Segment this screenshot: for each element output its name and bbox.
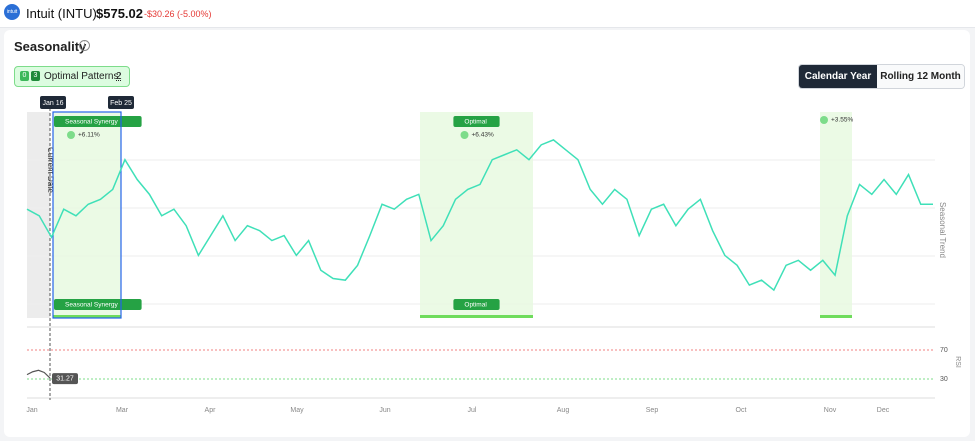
current-date-label: Current Date — [46, 147, 55, 193]
pattern-zone — [820, 112, 852, 318]
pattern-name: Optimal — [464, 119, 487, 126]
date-flag-label: Feb 25 — [110, 100, 132, 107]
pattern-outline — [52, 111, 122, 319]
logo: intuit — [4, 4, 20, 20]
x-tick-label: Oct — [736, 407, 747, 414]
trend-axis-label: Seasonal Trend — [938, 202, 947, 258]
pattern-tag — [453, 299, 500, 310]
seasonal-trend-line — [26, 139, 933, 292]
date-flag — [40, 96, 66, 109]
pattern-tag — [453, 116, 500, 127]
date-flag-label: Jan 16 — [42, 100, 63, 107]
rsi-tick-label: 30 — [940, 376, 948, 383]
x-tick-label: Jul — [468, 407, 477, 414]
x-tick-label: Jun — [379, 407, 390, 414]
date-flag — [108, 96, 134, 109]
price-change: -$30.26 (-5.00%) — [144, 9, 212, 19]
pattern-name: Optimal — [464, 302, 487, 309]
pattern-return: +6.11% — [78, 132, 100, 139]
pattern-icon — [67, 131, 75, 139]
patterns-count: 2 — [116, 71, 122, 82]
ticker-title: Intuit (INTU) — [26, 6, 97, 21]
patterns-label: Optimal Patterns: — [44, 71, 122, 82]
rsi-current-label: 31.27 — [56, 375, 74, 382]
header: intuit Intuit (INTU) $575.02 -$30.26 (-5… — [0, 0, 975, 28]
rsi-current-tag — [52, 373, 78, 385]
badge: 0 — [20, 71, 29, 81]
toggle-option[interactable]: Calendar Year — [799, 65, 877, 88]
rsi-line — [26, 369, 51, 379]
x-tick-label: Sep — [646, 407, 659, 414]
pattern-return: +6.43% — [472, 132, 494, 139]
pattern-return: +3.55% — [831, 117, 853, 124]
toggle-option[interactable]: Rolling 12 Month — [877, 65, 964, 88]
rsi-axis-label: RSI — [954, 356, 961, 368]
toggle: Calendar Year Rolling 12 Month — [798, 64, 965, 89]
pattern-icon — [820, 116, 828, 124]
x-tick-label: Mar — [116, 407, 129, 414]
x-tick-label: Apr — [205, 407, 217, 414]
pattern-name: Seasonal Synergy — [65, 302, 119, 309]
x-tick-label: Nov — [824, 407, 837, 414]
x-tick-label: May — [290, 407, 304, 414]
price: $575.02 — [96, 6, 143, 21]
pattern-zone — [420, 112, 533, 318]
x-tick-label: Aug — [557, 407, 570, 414]
pattern-icon — [460, 131, 469, 139]
info-icon[interactable]: i — [79, 40, 90, 51]
rsi-tick-label: 70 — [940, 347, 948, 354]
pattern-tag — [54, 116, 142, 127]
badge: 3 — [31, 71, 40, 81]
pattern-zone — [53, 112, 121, 318]
x-tick-label: Dec — [877, 407, 890, 414]
x-tick-label: Jan — [26, 407, 37, 414]
patterns-button[interactable]: 0 3 Optimal Patterns: 2 — [14, 66, 130, 87]
pattern-bar — [53, 315, 121, 318]
pattern-bar — [820, 315, 852, 318]
pattern-name: Seasonal Synergy — [65, 119, 119, 126]
section-title: Seasonality — [14, 39, 87, 54]
pattern-tag — [54, 299, 142, 310]
pattern-bar — [420, 315, 533, 318]
